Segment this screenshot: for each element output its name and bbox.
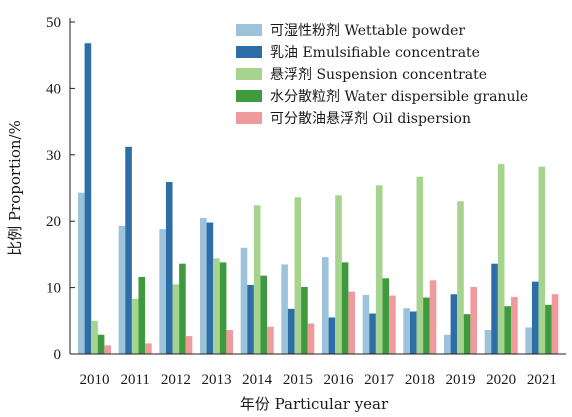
bar-2021-series-3 [538,166,546,354]
legend-swatch [236,46,262,58]
bar-2017-series-1 [362,294,370,354]
x-tick-label: 2011 [120,372,149,388]
y-tick-label: 30 [46,148,61,164]
bar-2010-series-4 [97,334,105,354]
x-tick-label: 2015 [283,372,313,388]
bar-2019-series-2 [450,294,458,354]
bar-2012-series-4 [179,263,186,354]
x-tick-label: 2021 [527,372,557,388]
bar-2018-series-4 [423,297,430,354]
bar-2020-series-1 [484,330,492,354]
legend-swatch [236,68,262,80]
bar-2015-series-1 [281,264,288,354]
x-tick-label: 2016 [324,372,355,388]
bar-2014-series-4 [260,275,268,354]
bar-2011-series-5 [145,343,152,354]
bar-2020-series-2 [491,263,498,354]
bar-2010-series-1 [78,192,85,354]
bar-2013-series-2 [206,222,214,354]
bar-2014-series-5 [267,326,274,354]
legend-label: 悬浮剂 Suspension concentrate [270,67,487,83]
bar-2016-series-4 [341,262,349,354]
bar-2015-series-5 [307,323,315,354]
x-tick-label: 2010 [80,372,110,388]
bar-2010-series-3 [91,320,98,354]
bar-2013-series-3 [213,258,220,354]
x-tick-label: 2020 [486,372,516,388]
bar-2019-series-1 [444,334,451,354]
bar-2017-series-4 [382,278,390,354]
bar-2018-series-5 [429,280,437,354]
bar-2016-series-2 [328,317,336,354]
bar-2016-series-3 [335,195,342,354]
legend-swatch [236,112,262,124]
bar-2020-series-4 [504,306,512,354]
bar-2011-series-2 [125,146,132,354]
bar-2017-series-2 [369,313,376,354]
x-tick-label: 2018 [405,372,435,388]
y-tick-label: 10 [46,281,61,297]
bar-2010-series-2 [84,43,92,354]
bar-2018-series-1 [403,308,410,354]
y-tick-label: 20 [46,214,61,230]
x-axis-title: 年份 Particular year [240,395,389,413]
axes-group [69,18,566,355]
legend-label: 可分散油悬浮剂 Oil dispersion [270,111,471,127]
bar-2021-series-1 [525,327,532,354]
bar-2015-series-3 [294,197,302,354]
bar-2012-series-2 [165,182,173,354]
tick-labels-group: 0 10 20 30 40 50 2010 2011 2012 2013 2014 2015 2016 2… [46,15,557,388]
bar-2014-series-3 [253,205,261,354]
bar-2012-series-1 [159,229,166,354]
legend-swatch [236,24,262,36]
bar-2013-series-4 [219,262,227,354]
x-tick-label: 2013 [202,372,232,388]
bar-2021-series-2 [531,281,539,354]
bars-group [78,43,559,354]
bar-2013-series-1 [200,217,207,354]
bar-2013-series-5 [226,330,233,354]
bar-2011-series-1 [118,225,126,354]
bar-2020-series-5 [511,296,518,354]
bar-2011-series-3 [131,298,139,354]
legend-label: 可湿性粉剂 Wettable powder [270,23,465,39]
bar-2016-series-5 [348,291,355,354]
bar-2019-series-5 [470,286,477,354]
bar-2021-series-4 [545,304,552,354]
legend-swatch [236,90,262,102]
bar-2011-series-4 [138,276,146,354]
y-tick-label: 40 [46,81,61,97]
bar-2010-series-5 [104,345,111,354]
y-tick-label: 50 [46,15,61,31]
x-tick-label: 2012 [161,372,191,388]
bar-2012-series-5 [185,336,193,354]
bar-2016-series-1 [322,257,329,354]
bar-2017-series-3 [375,185,383,354]
bar-2014-series-1 [240,247,248,354]
bar-2015-series-2 [287,308,295,354]
bar-2020-series-3 [497,164,505,354]
bar-2014-series-2 [247,284,254,354]
y-axis-title: 比例 Proportion/% [6,120,24,256]
bar-2012-series-3 [172,284,180,354]
x-tick-label: 2019 [446,372,476,388]
bar-2018-series-3 [416,176,424,354]
bar-2018-series-2 [409,311,417,354]
legend: 可湿性粉剂 Wettable powder 乳油 Emulsifiable con… [236,23,528,127]
x-tick-label: 2017 [364,372,395,388]
legend-label: 水分散粒剂 Water dispersible granule [270,89,528,105]
bar-2017-series-5 [389,295,396,354]
legend-label: 乳油 Emulsifiable concentrate [270,45,480,61]
bar-2015-series-4 [301,286,308,354]
y-tick-label: 0 [54,347,62,363]
bar-2019-series-3 [457,201,464,354]
bar-2021-series-5 [551,294,559,354]
x-tick-label: 2014 [242,372,273,388]
bar-2019-series-4 [463,314,471,354]
